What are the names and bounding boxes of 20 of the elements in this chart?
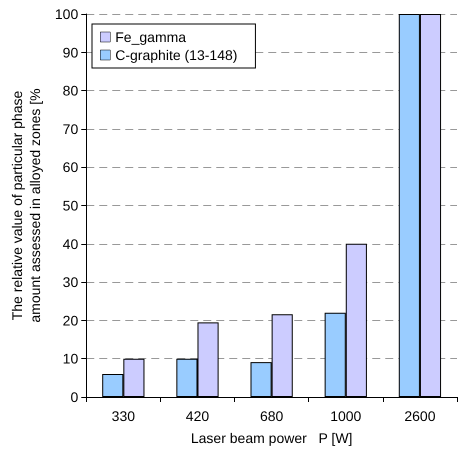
y-tick-label: 100 xyxy=(54,6,78,22)
y-tick-label: 20 xyxy=(62,312,78,328)
legend-label: Fe_gamma xyxy=(115,29,186,45)
legend-label: C-graphite (13-148) xyxy=(115,47,238,63)
y-tick-label: 10 xyxy=(62,350,78,367)
y-tick-label: 50 xyxy=(62,198,78,214)
x-axis-title: Laser beam power P [W] xyxy=(190,430,352,446)
x-tick-label: 680 xyxy=(260,408,284,424)
y-tick-label: 90 xyxy=(62,44,78,60)
x-tick-label: 420 xyxy=(186,408,210,424)
y-tick-label: 60 xyxy=(62,159,78,176)
x-tick-label: 2600 xyxy=(404,408,436,424)
y-tick-label: 40 xyxy=(62,236,78,252)
y-tick-label: 30 xyxy=(62,274,78,290)
y-tick-label: 0 xyxy=(70,389,78,405)
x-tick-label: 1000 xyxy=(330,408,362,424)
y-axis-title: The relative value of particular phase amount assessed in alloyed zones [% xyxy=(9,88,43,323)
y-tick-label: 80 xyxy=(62,82,78,99)
y-tick-label: 70 xyxy=(62,120,78,137)
x-tick-label: 330 xyxy=(112,408,136,424)
